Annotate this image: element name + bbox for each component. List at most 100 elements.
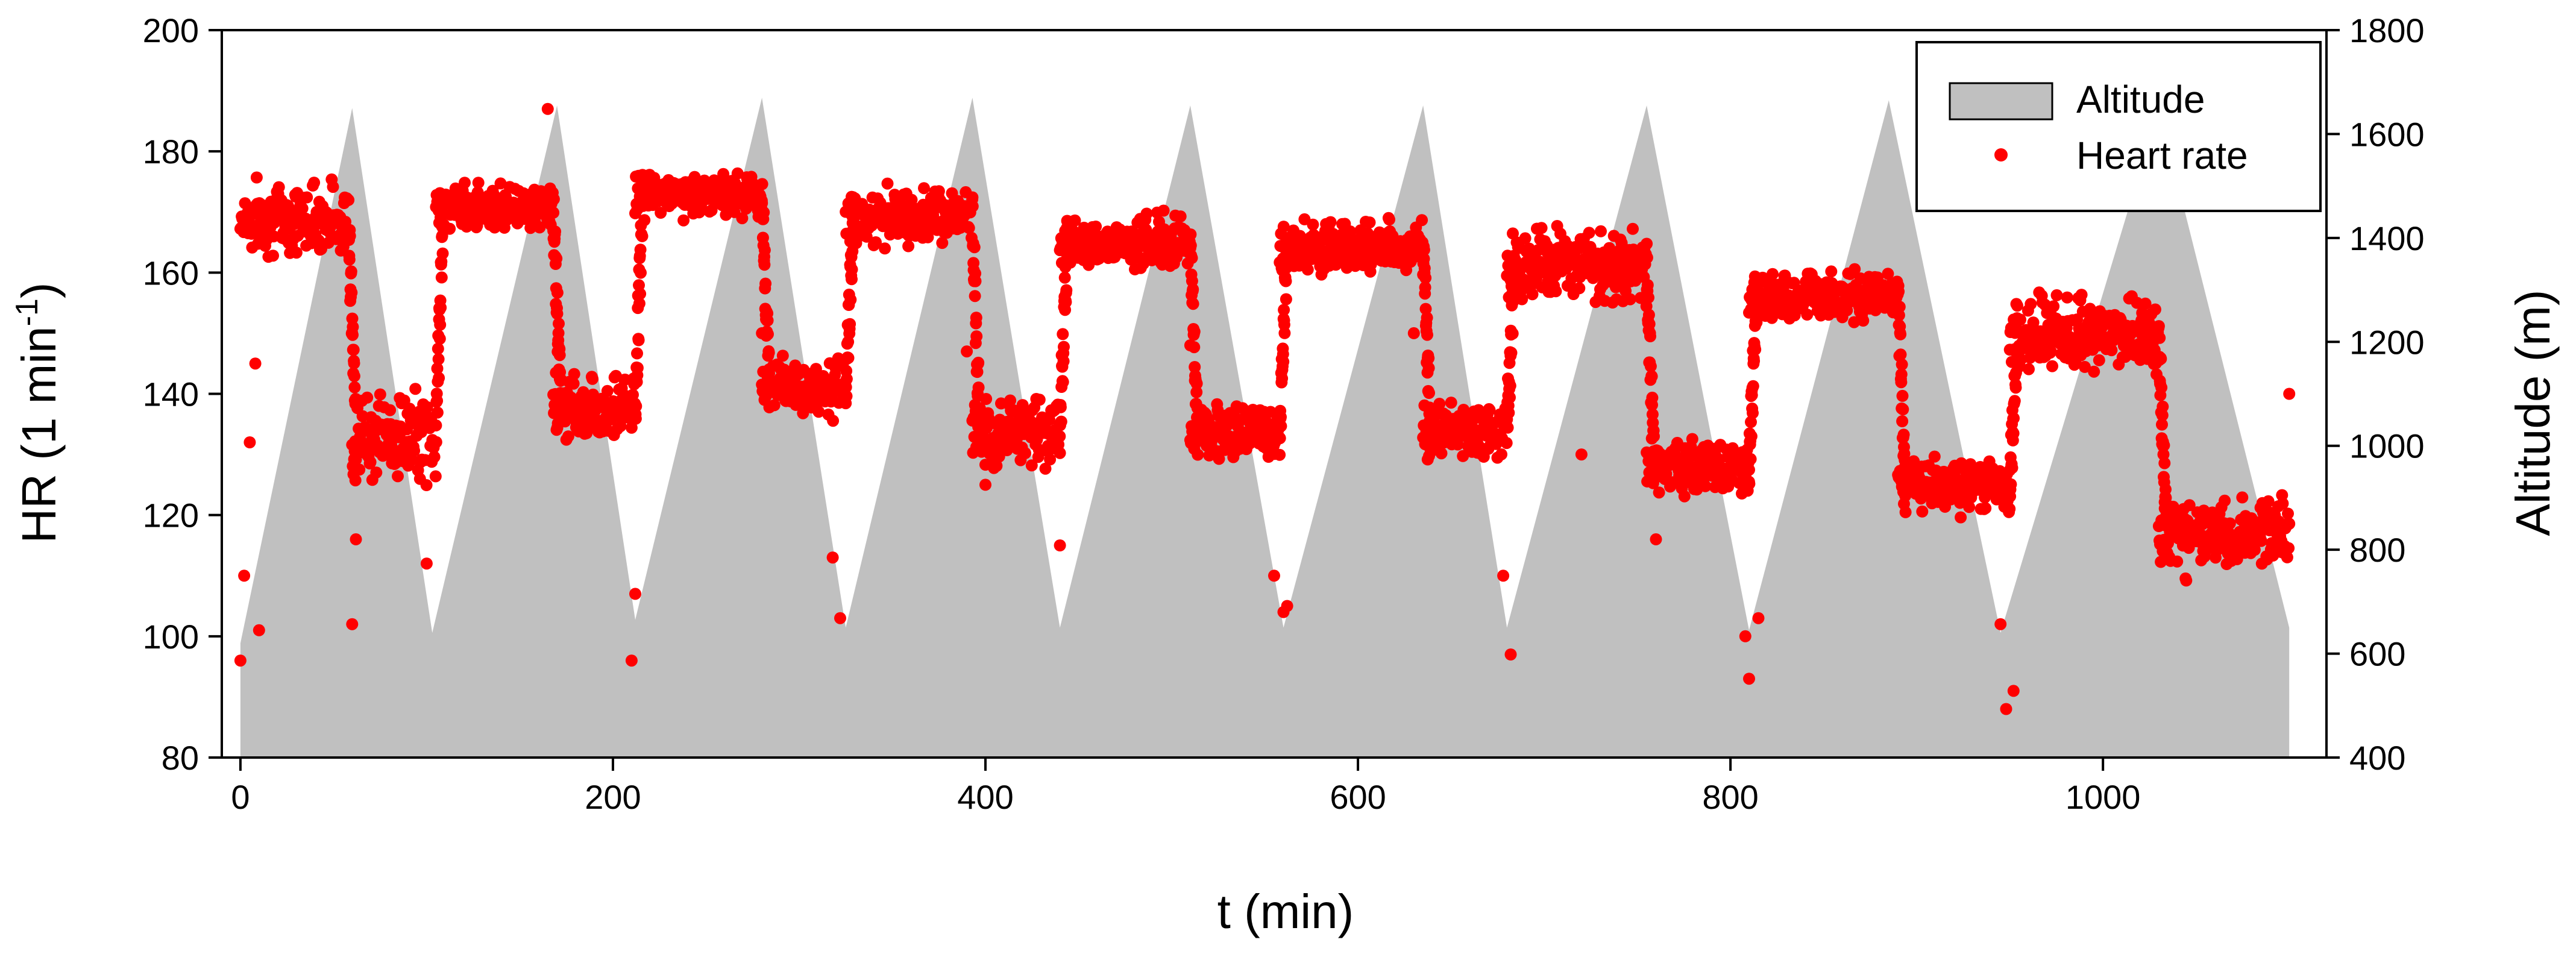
y-left-axis-ticks: 80 100 120 140 160 180 200 — [143, 11, 222, 777]
heart-rate-point — [1277, 356, 1290, 368]
x-tick-label: 400 — [957, 778, 1013, 816]
heart-rate-point — [969, 275, 982, 287]
heart-rate-point — [1039, 462, 1052, 475]
legend-altitude-swatch — [1949, 82, 2053, 121]
heart-rate-point — [1504, 380, 1516, 392]
heart-rate-point — [1187, 298, 1199, 310]
heart-rate-point — [1407, 327, 1420, 339]
heart-rate-point — [1882, 268, 1894, 280]
heart-rate-point — [1650, 533, 1662, 545]
heart-rate-point — [2079, 360, 2091, 373]
heart-rate-point — [2248, 544, 2261, 556]
heart-rate-point — [2139, 297, 2152, 310]
y-left-axis-title: HR (1 min-1) — [10, 283, 66, 544]
legend-box — [1915, 41, 2322, 212]
heart-rate-point — [1422, 362, 1435, 374]
x-tick-label: 800 — [1702, 778, 1758, 816]
heart-rate-point — [776, 350, 789, 362]
y-right-tick-label: 400 — [2349, 739, 2405, 777]
heart-rate-point — [2105, 344, 2118, 357]
heart-rate-point — [1747, 407, 1759, 419]
heart-rate-point — [234, 654, 247, 667]
heart-rate-point — [2008, 395, 2021, 407]
heart-rate-point — [1418, 399, 1431, 412]
heart-rate-point — [756, 327, 768, 339]
heart-rate-point — [1744, 453, 1757, 465]
heart-rate-point — [327, 181, 339, 193]
heart-rate-point — [347, 344, 360, 356]
y-right-tick-label: 1600 — [2349, 115, 2425, 153]
heart-rate-point — [2282, 542, 2295, 554]
heart-rate-point — [1825, 265, 1838, 278]
heart-rate-point — [1280, 275, 1292, 287]
heart-rate-point — [2047, 300, 2060, 313]
heart-rate-point — [1090, 221, 1102, 233]
heart-rate-point — [1893, 285, 1905, 298]
heart-rate-point — [936, 237, 949, 249]
heart-rate-point — [420, 557, 433, 570]
heart-rate-point — [1504, 391, 1516, 404]
heart-rate-point — [966, 191, 979, 204]
heart-rate-point — [1897, 428, 1910, 441]
heart-rate-point — [551, 286, 564, 299]
heart-rate-point — [1516, 293, 1528, 306]
heart-rate-point — [758, 206, 770, 219]
heart-rate-point — [348, 370, 360, 383]
heart-rate-point — [1025, 459, 1038, 472]
heart-rate-point — [1483, 404, 1496, 416]
heart-rate-point — [2219, 494, 2231, 507]
heart-rate-point — [2183, 499, 2196, 512]
legend-heart-rate-marker — [1994, 148, 2008, 162]
heart-rate-point — [879, 242, 891, 255]
heart-rate-point — [1745, 416, 1757, 428]
heart-rate-point — [2282, 507, 2294, 520]
heart-rate-point — [1519, 232, 1531, 245]
heart-rate-point — [562, 430, 574, 443]
heart-rate-point — [1275, 410, 1287, 423]
heart-rate-point — [1418, 243, 1430, 256]
heart-rate-point — [2157, 400, 2169, 413]
heart-rate-point — [1506, 327, 1519, 340]
x-axis-ticks: 0 200 400 600 800 1000 — [231, 758, 2140, 816]
heart-rate-point — [2158, 457, 2171, 469]
heart-rate-point — [2014, 313, 2026, 326]
heart-rate-point — [1573, 282, 1586, 295]
heart-rate-point — [1324, 216, 1337, 228]
heart-rate-point — [401, 423, 413, 436]
heart-rate-point — [568, 368, 580, 380]
heart-rate-point — [459, 177, 471, 189]
heart-rate-point — [433, 333, 446, 345]
heart-rate-point — [1277, 221, 1290, 233]
heart-rate-point — [2007, 685, 2020, 697]
heart-rate-point — [533, 221, 546, 234]
heart-rate-point — [392, 470, 404, 483]
heart-rate-point — [290, 246, 303, 259]
heart-rate-point — [1445, 397, 1457, 409]
heart-rate-point — [1641, 237, 1653, 250]
heart-rate-point — [364, 456, 377, 468]
heart-rate-point — [968, 241, 981, 254]
y-left-tick-label: 180 — [143, 133, 199, 171]
heart-rate-point — [1916, 505, 1929, 518]
heart-rate-point — [384, 404, 397, 416]
y-left-tick-label: 80 — [162, 739, 199, 777]
heart-rate-point — [1140, 207, 1153, 220]
heart-rate-point — [249, 357, 262, 370]
heart-rate-point — [343, 253, 356, 266]
heart-rate-point — [761, 314, 774, 327]
y-left-tick-label: 200 — [143, 11, 199, 49]
x-tick-label: 200 — [585, 778, 641, 816]
heart-rate-point — [238, 570, 251, 582]
heart-rate-point — [1268, 570, 1280, 582]
heart-rate-point — [1641, 251, 1653, 264]
heart-rate-point — [567, 377, 580, 390]
heart-rate-point — [1898, 498, 1910, 510]
heart-rate-point — [846, 273, 858, 286]
heart-rate-point — [431, 362, 444, 375]
heart-rate-point — [1058, 340, 1070, 353]
heart-rate-point — [434, 318, 447, 331]
altitude-area-layer — [240, 98, 2290, 758]
heart-rate-point — [625, 654, 638, 667]
heart-rate-point — [429, 470, 442, 483]
heart-rate-point — [1060, 296, 1072, 309]
